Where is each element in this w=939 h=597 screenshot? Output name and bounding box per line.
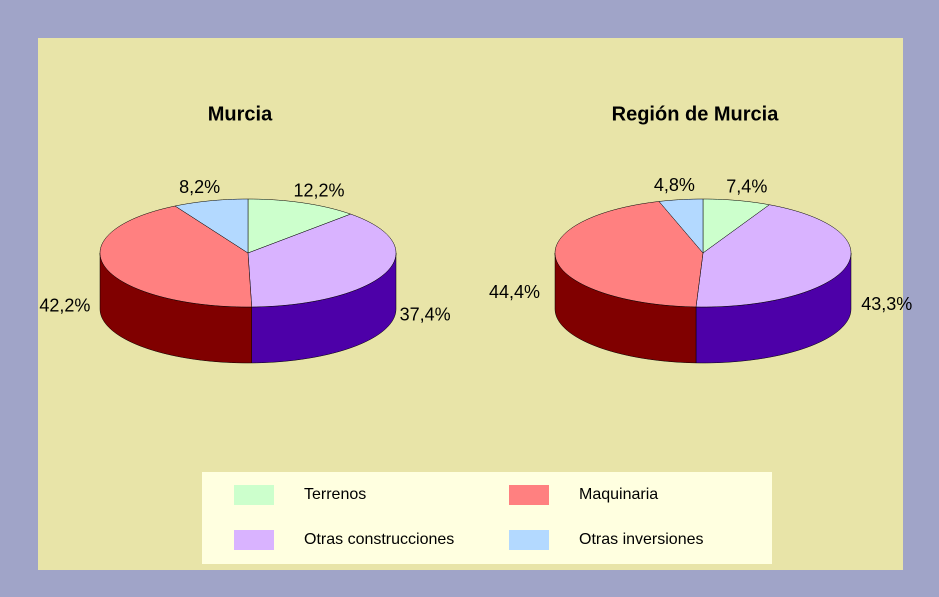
chart-title: Murcia [208, 103, 273, 125]
pie-slice [247, 198, 352, 254]
pie-slice [695, 204, 852, 308]
data-label: 43,3% [861, 294, 912, 314]
data-label: 8,2% [179, 177, 220, 197]
data-label: 4,8% [654, 175, 695, 195]
pie-slice [174, 198, 249, 254]
chart-title: Región de Murcia [612, 103, 780, 125]
pie-slice [99, 205, 252, 308]
legend-swatch [234, 485, 274, 505]
legend-swatch [509, 530, 549, 550]
legend-label: Maquinaria [579, 486, 658, 503]
pie-slice [702, 198, 771, 254]
legend-label: Terrenos [304, 486, 366, 503]
legend [202, 472, 772, 564]
legend-swatch [234, 530, 274, 550]
data-label: 37,4% [400, 305, 451, 325]
data-label: 42,2% [39, 295, 90, 315]
data-label: 12,2% [294, 181, 345, 201]
data-label: 7,4% [726, 176, 767, 196]
data-label: 44,4% [489, 282, 540, 302]
pie-slice [247, 213, 397, 308]
legend-label: Otras construcciones [304, 531, 454, 548]
legend-swatch [509, 485, 549, 505]
pie-slice [554, 201, 704, 308]
legend-label: Otras inversiones [579, 531, 704, 548]
pie-slice [658, 198, 704, 254]
